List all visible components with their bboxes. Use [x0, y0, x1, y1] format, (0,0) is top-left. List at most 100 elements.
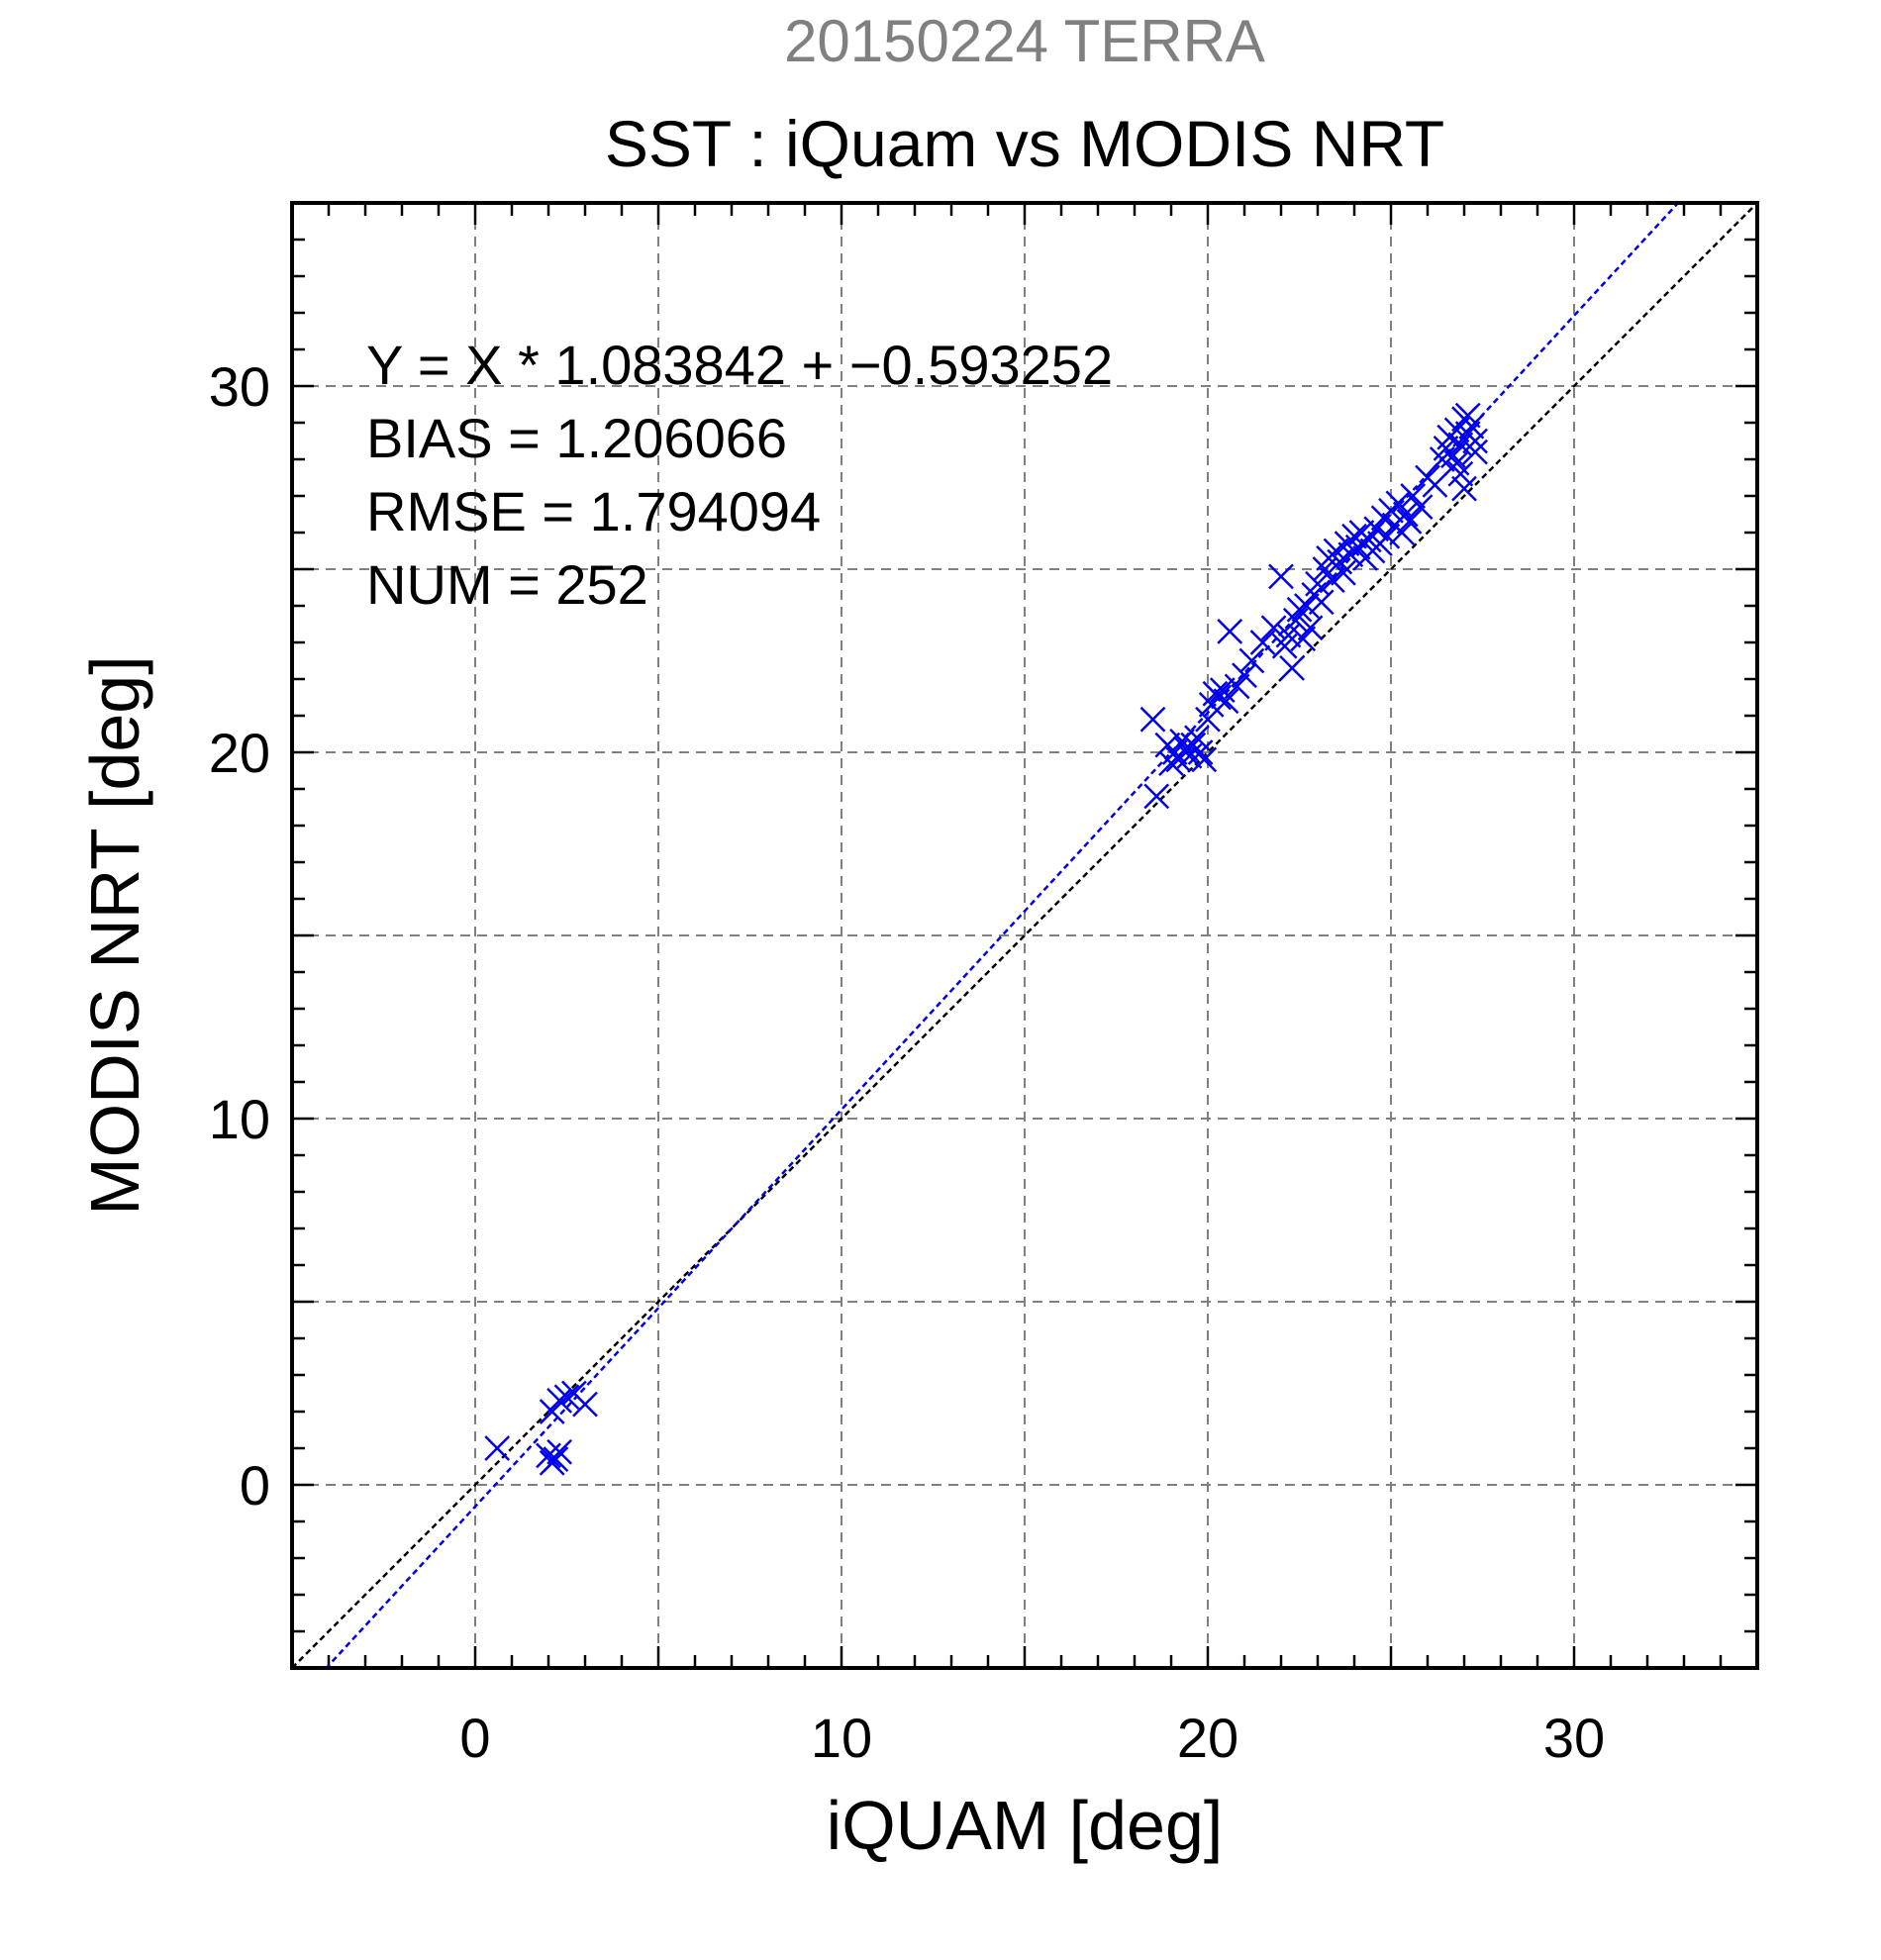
- data-point: [1462, 428, 1488, 454]
- data-point-stroke-b: [1341, 523, 1367, 549]
- x-tick-label: 20: [1177, 1707, 1238, 1769]
- data-point-stroke-b: [1238, 647, 1265, 674]
- data-point: [1139, 706, 1166, 733]
- data-point-stroke-b: [1290, 626, 1317, 652]
- x-axis-label: iQUAM [deg]: [827, 1787, 1224, 1864]
- data-point: [1279, 655, 1305, 681]
- data-point: [1217, 619, 1243, 644]
- data-point-stroke-b: [1363, 516, 1390, 542]
- data-point-stroke-b: [1374, 523, 1401, 549]
- data-point: [553, 1384, 580, 1411]
- data-point: [484, 1435, 511, 1461]
- y-axis-label: MODIS NRT [deg]: [76, 655, 153, 1215]
- data-point: [1443, 449, 1470, 476]
- data-point: [1213, 688, 1239, 715]
- data-point-stroke-b: [1319, 567, 1345, 593]
- data-point: [1392, 501, 1419, 528]
- data-point-stroke-b: [1143, 783, 1170, 810]
- data-point: [1400, 483, 1427, 509]
- data-point: [1462, 439, 1488, 465]
- data-point-stroke-b: [543, 1446, 569, 1472]
- data-point: [1143, 783, 1170, 810]
- stats-line-rmse: RMSE = 1.794094: [366, 480, 821, 542]
- data-point: [1290, 626, 1317, 652]
- data-point-stroke-b: [1224, 673, 1250, 700]
- data-point-stroke-b: [1268, 563, 1294, 590]
- data-point-stroke-b: [1139, 706, 1166, 733]
- data-point-stroke-b: [1187, 739, 1214, 765]
- data-point-stroke-b: [1443, 449, 1470, 476]
- data-point-stroke-b: [1407, 494, 1434, 520]
- data-point: [546, 1388, 572, 1414]
- data-point-stroke-b: [1389, 520, 1415, 545]
- data-point-stroke-b: [1275, 622, 1302, 648]
- data-point-stroke-b: [1385, 490, 1412, 517]
- grid-lines: [292, 203, 1757, 1668]
- y-tick-label: 20: [209, 722, 270, 784]
- data-point-stroke-b: [1447, 432, 1474, 458]
- data-point: [1451, 475, 1477, 502]
- data-point-stroke-b: [1308, 589, 1335, 616]
- data-point-stroke-b: [1297, 615, 1324, 641]
- x-tick-label: 30: [1543, 1707, 1605, 1769]
- data-point-stroke-b: [1323, 538, 1349, 564]
- y-tick-label: 10: [209, 1088, 270, 1150]
- y-tick-label: 30: [209, 355, 270, 418]
- data-point: [1184, 725, 1210, 751]
- data-point-stroke-b: [553, 1384, 580, 1411]
- data-point-stroke-b: [1217, 619, 1243, 644]
- data-point-stroke-b: [1209, 677, 1236, 703]
- x-tick-label: 0: [459, 1707, 490, 1769]
- data-point-stroke-b: [1443, 417, 1470, 443]
- data-point: [1260, 615, 1287, 641]
- data-point-stroke-b: [1279, 655, 1305, 681]
- fit-line: [324, 203, 1680, 1668]
- data-point-stroke-b: [1462, 439, 1488, 465]
- data-point-stroke-b: [1327, 548, 1353, 575]
- data-point-stroke-b: [1400, 483, 1427, 509]
- stats-line-num: NUM = 252: [366, 553, 648, 616]
- data-point: [1232, 662, 1257, 689]
- stats-annotation: Y = X * 1.083842 + −0.593252 BIAS = 1.20…: [366, 334, 1113, 616]
- data-point: [1206, 684, 1232, 711]
- data-point: [1297, 615, 1324, 641]
- data-point: [1191, 746, 1218, 773]
- data-point: [1187, 739, 1214, 765]
- data-point-stroke-b: [1451, 475, 1477, 502]
- data-point-stroke-b: [484, 1435, 511, 1461]
- data-point-stroke-b: [572, 1391, 598, 1418]
- data-point-stroke-b: [1260, 615, 1287, 641]
- data-point-stroke-b: [1232, 662, 1257, 689]
- data-point: [572, 1391, 598, 1418]
- data-point-stroke-b: [1392, 501, 1419, 528]
- data-point: [546, 1438, 572, 1465]
- data-point: [1422, 472, 1448, 498]
- data-point: [1238, 647, 1265, 674]
- data-point-stroke-b: [1454, 402, 1481, 429]
- data-point: [1396, 509, 1423, 535]
- data-point: [1319, 567, 1345, 593]
- data-point-stroke-b: [1331, 559, 1356, 586]
- data-point-stroke-b: [1169, 729, 1195, 754]
- data-point: [1407, 494, 1434, 520]
- data-point: [1224, 673, 1250, 700]
- data-point-stroke-b: [546, 1388, 572, 1414]
- data-point: [543, 1446, 569, 1472]
- data-point: [1275, 622, 1302, 648]
- data-point-stroke-b: [1422, 472, 1448, 498]
- stats-line-bias: BIAS = 1.206066: [366, 407, 787, 469]
- data-point: [1429, 446, 1455, 472]
- data-point-stroke-b: [1396, 509, 1423, 535]
- data-point: [1454, 402, 1481, 429]
- data-point: [1268, 563, 1294, 590]
- data-point-stroke-b: [1206, 684, 1232, 711]
- chart-title: SST : iQuam vs MODIS NRT: [605, 107, 1444, 180]
- data-point-stroke-b: [1447, 460, 1474, 487]
- chart-supertitle: 20150224 TERRA: [784, 8, 1265, 74]
- data-point-stroke-b: [1249, 630, 1276, 655]
- data-point: [1331, 559, 1356, 586]
- data-point-stroke-b: [1294, 593, 1320, 619]
- data-points: [484, 402, 1488, 1476]
- x-tick-label: 10: [811, 1707, 872, 1769]
